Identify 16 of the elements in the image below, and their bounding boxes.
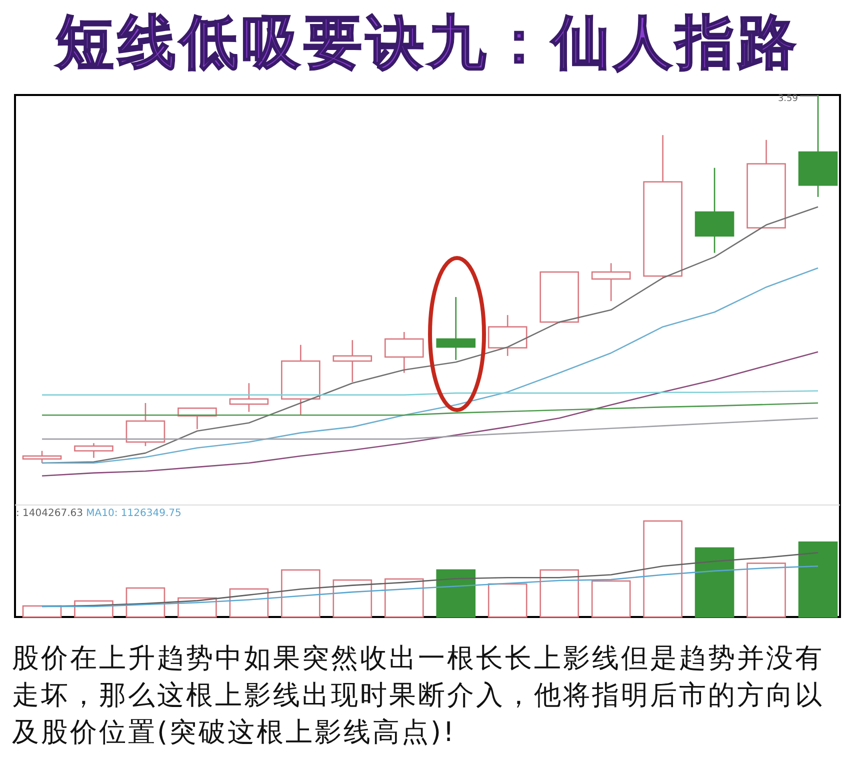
text: 股价在上升趋势中如果突然收出一根长长上影线但是趋势并没有走坏，那么这根上影线出现时果断介入，他将指明后市的方向以及股价位置(突破这根上影线高点)!	[12, 642, 825, 750]
candlestick	[281, 344, 320, 416]
candlestick	[384, 331, 424, 374]
text: : 1404267.63	[16, 508, 83, 519]
candlestick	[332, 339, 372, 383]
candlestick	[436, 296, 476, 361]
bar	[694, 547, 734, 618]
bar	[436, 569, 476, 618]
bar	[798, 541, 838, 618]
candlestick	[694, 167, 734, 254]
candlestick	[798, 94, 838, 198]
candlestick	[488, 314, 528, 357]
text: MA10: 1126349.75	[83, 508, 182, 519]
candlestick	[74, 442, 114, 458]
annotation: 3.59	[778, 94, 798, 104]
chart-title: 短线低吸要诀九：仙人指路	[55, 8, 800, 76]
